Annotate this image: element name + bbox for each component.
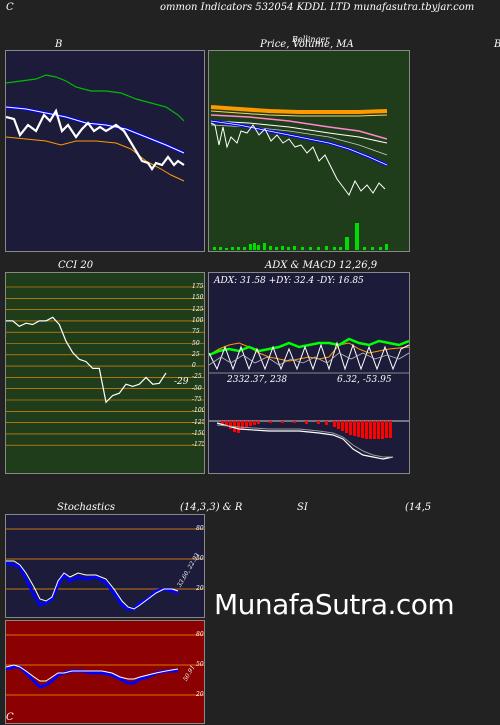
bollinger-title: B [55,39,63,50]
cci-tick-label: 75 [192,328,200,336]
cci-tick-label: -125 [192,418,205,426]
stochastics-tick-label: 20 [196,585,204,592]
price-chart [210,105,388,250]
price-ma-white2 [210,124,388,156]
bollinger-lower-band [6,136,185,182]
cci-tick-label: 25 [192,350,200,358]
bollinger-upper-band [6,74,185,122]
rsi-panel: 80 50 20 50.91 [5,620,205,724]
bottom-left-letter: C [6,712,14,723]
price-ma-orange-band [210,105,388,114]
macd-signal-line [216,424,393,458]
cci-tick-label: -25 [192,373,202,381]
watermark: MunafaSutra.com [214,588,455,621]
cci-tick-label: 100 [192,316,204,324]
rsi-params: (14,5 [405,502,432,513]
cci-tick-label: 175 [192,283,204,290]
macd-right-readout: 6.32, -53.95 [337,375,392,385]
cci-tick-label: 125 [192,305,204,313]
price-panel [208,50,410,252]
macd-line [216,422,394,460]
cci-panel: 175 150 125 100 75 50 25 0 -25 -50 -75 -100 -125 -150… [5,272,205,474]
stochastics-chart [6,528,204,611]
stoch-k-line [6,561,179,611]
price-ma-orange-line [210,110,388,117]
bollinger-price [6,108,185,171]
cci-line [6,316,167,404]
cci-tick-label: -175 [192,441,205,449]
rsi-tick-label: 80 [196,631,204,638]
adx-line-white2 [209,352,409,366]
cci-tick-label: 50 [192,339,200,347]
price-panel-title: Price, Volume, MA [260,39,354,50]
price-ma-pink [210,114,388,140]
price-close-line [210,122,386,196]
cci-gridlines [6,286,204,446]
rsi-white-line [6,664,179,682]
bollinger-chart [6,74,185,182]
cci-tick-label: -50 [192,384,202,392]
stochastics-title: Stochastics [57,502,115,513]
rsi-tick-label: 20 [196,691,204,698]
stochastics-params: (14,3,3) & R [180,502,243,513]
rsi-tick-label: 50 [196,661,204,668]
macd-left-readout: 2332.37, 238 [227,375,288,385]
stochastics-tick-label: 80 [196,525,204,532]
stoch-d-line [6,560,179,610]
page-title: ommon Indicators 532054 KDDL LTD munafas… [160,2,475,13]
cci-chart [6,286,204,446]
cci-title: CCI 20 [58,260,94,271]
rsi-title: SI [297,502,308,513]
adx-line-white1 [209,341,409,371]
rsi-chart [6,634,204,696]
cci-tick-label: -75 [192,396,202,403]
rsi-blue-line [6,665,178,689]
adx-readout: ADX: 31.58 +DY: 32.4 -DY: 16.85 [214,276,364,286]
cci-tick-label: -150 [192,429,205,437]
adx-title: ADX & MACD 12,26,9 [265,260,378,271]
cci-value-label: -29 [174,377,189,387]
stochastics-tick-label: 50 [196,555,204,562]
bollinger-ma-white [6,106,185,154]
price-volume-bars [213,223,388,250]
price-ma-white1 [210,120,388,144]
cci-tick-label: -100 [192,407,205,415]
adx-macd-panel: ADX: 31.58 +DY: 32.4 -DY: 16.85 [208,272,410,474]
stochastics-panel: 80 50 20 33.60, 22.93 [5,514,205,618]
price-panel-overlap-label: Bollinger [292,35,330,44]
price-ma-blue-white [210,120,388,166]
price-panel-right-letter: B [494,39,500,50]
bollinger-panel [5,50,205,252]
cci-tick-label: 0 [192,362,196,370]
adx-macd-chart [209,337,409,460]
cci-tick-label: 150 [192,294,204,302]
header-left-letter: C [6,2,14,13]
